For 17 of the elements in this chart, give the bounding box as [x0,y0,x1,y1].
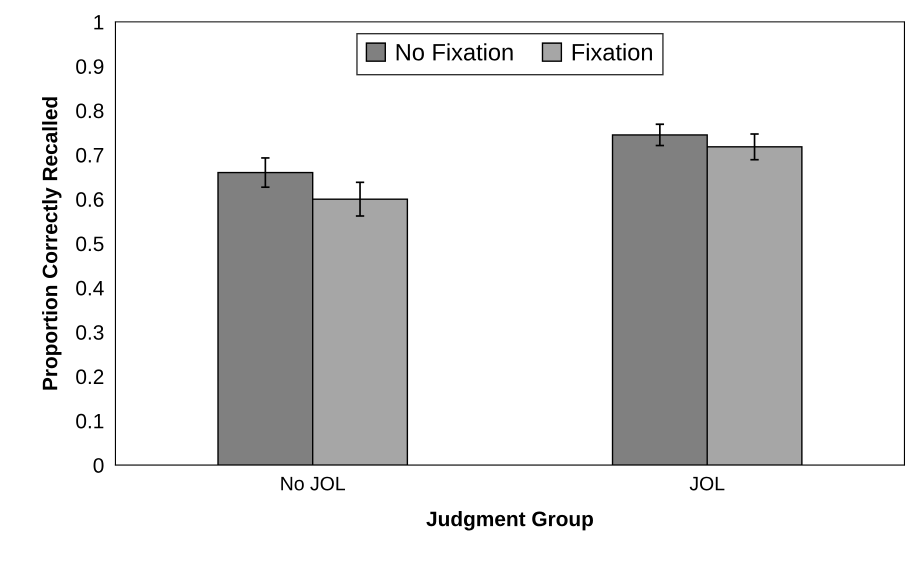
y-tick-label: 0.8 [76,104,104,118]
y-tick-label: 0.1 [76,414,104,429]
y-tick-label: 0.6 [76,192,104,207]
y-axis-title: Proportion Correctly Recalled [42,97,62,390]
y-tick-label: 0.4 [76,280,104,296]
y-tick-label: 0 [94,458,104,473]
x-tick-label: No JOL [281,476,346,490]
y-tick-label: 1 [94,15,104,30]
legend-label: No Fixation [396,43,513,61]
y-tick-label: 0.2 [76,369,104,384]
legend-label: Fixation [572,43,652,61]
x-tick-label: JOL [690,476,724,490]
y-tick-label: 0.9 [76,59,104,74]
y-tick-label: 0.3 [76,325,104,340]
y-tick-label: 0.7 [76,148,104,163]
y-tick-label: 0.5 [76,236,104,252]
x-axis-title: Judgment Group [426,510,594,530]
